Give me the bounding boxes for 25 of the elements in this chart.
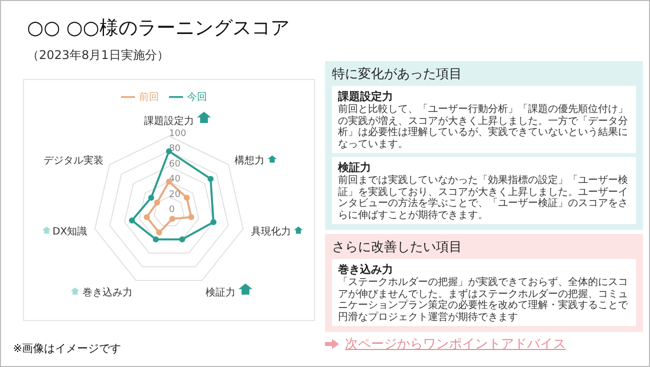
- y-tick-label: 0: [169, 205, 175, 215]
- text: 「ステークホルダーの把握」が実践できておらず、全体的にスコアが伸びませんでした。まずはステークホルダーの把握、コミュニケーションプラン策定の必要性を改めて理解・実践することで円滑なプロジェクト運営が期待できます: [338, 277, 629, 323]
- text: 次ページからワンポイントアドバイス: [345, 336, 566, 353]
- y-tick-label: 100: [169, 129, 186, 139]
- spoke-label: 検証力: [205, 286, 236, 299]
- spoke-label: 巻き込み力: [82, 286, 133, 299]
- spoke-label: DX知識: [52, 226, 88, 238]
- spoke-label: 課題設定力: [144, 115, 194, 127]
- text: 検証力: [338, 160, 372, 175]
- chart-subtitle: （2023年8月1日実施分）: [27, 47, 169, 64]
- y-tick-label: 60: [169, 159, 181, 170]
- spoke-label: 構想力: [234, 154, 265, 167]
- text: 特に変化があった項目: [332, 66, 463, 83]
- text: ※画像はイメージです: [13, 341, 122, 356]
- text: 前回までは実践していなかった「効果指標の設定」「ユーザー検証」を実践しており、スコアが大きく上昇しました。ユーザーインタビューの方法を学ぶことで、「ユーザー検証」のスコアをさらに伸ばすことが期待できます。: [338, 175, 629, 221]
- spoke-label: デジタル実装: [43, 154, 104, 167]
- text: 前回と比較して、「ユーザー行動分析」「課題の優先順位付け」の実践が増え、スコアが大きく上昇しました。一方で「データ分析」は必要性は理解しているが、実践できていないという結果になっています。: [338, 104, 629, 150]
- text: さらに改善したい項目: [332, 239, 463, 256]
- chart-title: ○○ ○○様のラーニングスコア: [27, 16, 290, 41]
- spoke-label: 具現化力: [250, 226, 291, 238]
- text: 巻き込み力: [338, 262, 394, 276]
- legend-label: 前回: [139, 92, 159, 103]
- text: 課題設定力: [338, 89, 394, 104]
- y-tick-label: 20: [169, 190, 181, 200]
- legend-label: 今回: [187, 92, 207, 103]
